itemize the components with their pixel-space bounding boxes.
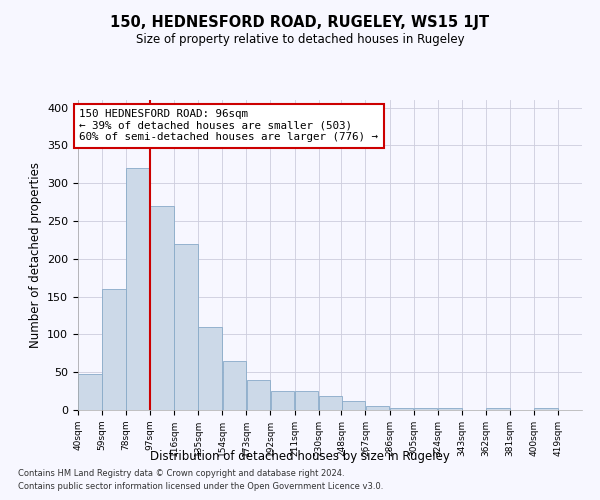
Bar	[271, 391, 295, 410]
Bar	[295, 391, 319, 410]
Bar	[414, 408, 437, 410]
Bar	[365, 406, 389, 410]
Text: Distribution of detached houses by size in Rugeley: Distribution of detached houses by size …	[150, 450, 450, 463]
Text: Contains HM Land Registry data © Crown copyright and database right 2024.: Contains HM Land Registry data © Crown c…	[18, 468, 344, 477]
Text: Contains public sector information licensed under the Open Government Licence v3: Contains public sector information licen…	[18, 482, 383, 491]
Bar	[341, 401, 365, 410]
Bar	[102, 289, 126, 410]
Bar	[127, 168, 150, 410]
Y-axis label: Number of detached properties: Number of detached properties	[29, 162, 41, 348]
Bar	[151, 206, 174, 410]
Bar	[247, 380, 270, 410]
Bar	[175, 244, 198, 410]
Bar	[199, 327, 222, 410]
Bar	[390, 408, 413, 410]
Bar	[486, 408, 509, 410]
Bar	[78, 374, 102, 410]
Text: Size of property relative to detached houses in Rugeley: Size of property relative to detached ho…	[136, 32, 464, 46]
Bar	[319, 396, 343, 410]
Bar	[438, 408, 461, 410]
Text: 150, HEDNESFORD ROAD, RUGELEY, WS15 1JT: 150, HEDNESFORD ROAD, RUGELEY, WS15 1JT	[110, 15, 490, 30]
Bar	[534, 408, 558, 410]
Bar	[223, 361, 246, 410]
Text: 150 HEDNESFORD ROAD: 96sqm
← 39% of detached houses are smaller (503)
60% of sem: 150 HEDNESFORD ROAD: 96sqm ← 39% of deta…	[79, 109, 378, 142]
